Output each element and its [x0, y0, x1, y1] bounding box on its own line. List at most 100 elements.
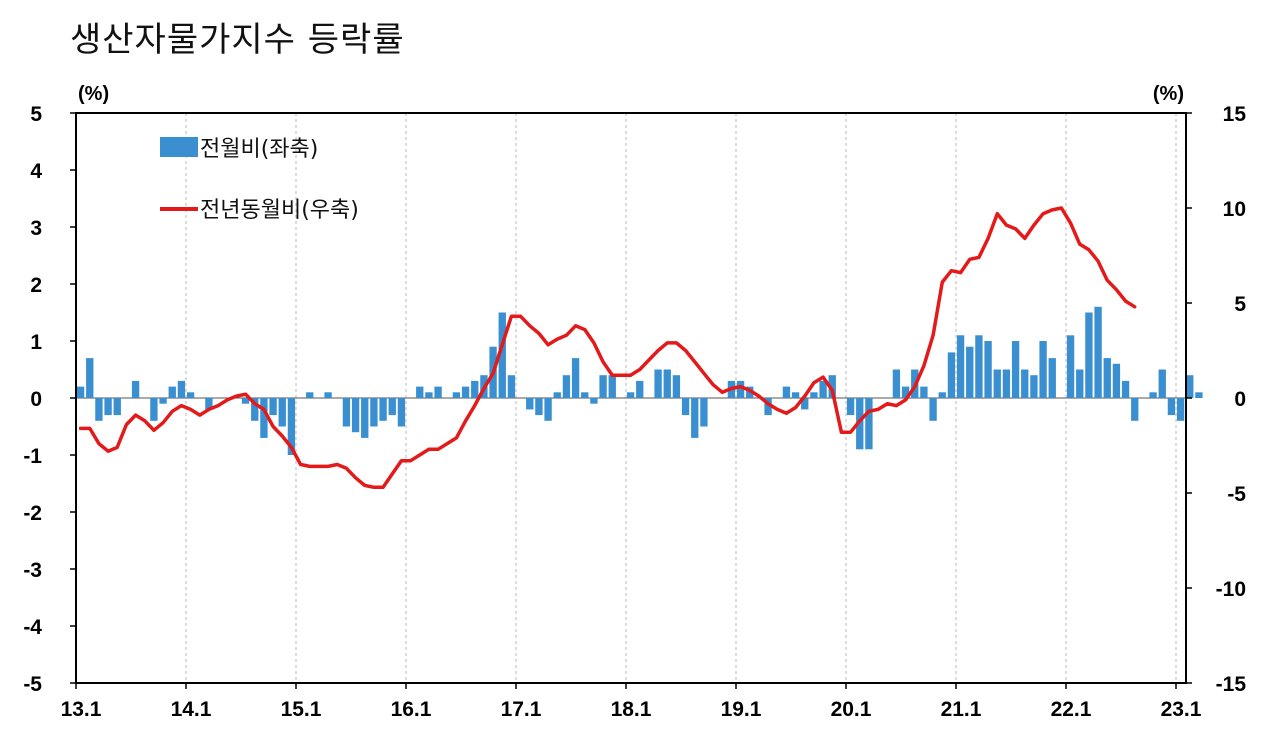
bar-mom [342, 398, 351, 427]
bar-mom [544, 398, 552, 421]
bar-mom [1103, 358, 1111, 398]
bar-mom [287, 398, 296, 455]
bar-mom [553, 392, 561, 398]
bar-mom [993, 369, 1001, 398]
bar-mom [186, 392, 195, 398]
left-y-tick-label: 2 [30, 274, 42, 297]
bar-mom [388, 398, 396, 416]
right-y-tick-label: 0 [1234, 388, 1246, 411]
bar-mom [241, 398, 250, 404]
left-y-tick-label: 4 [30, 160, 42, 183]
bar-mom [471, 380, 479, 398]
x-tick-label: 19.1 [721, 698, 762, 721]
right-y-tick-label: -10 [1216, 578, 1246, 601]
left-y-tick-label: -5 [23, 673, 42, 696]
bar-mom [498, 312, 506, 398]
bar-mom [1167, 398, 1176, 416]
bar-mom [205, 398, 213, 410]
left-y-tick-label: -3 [23, 559, 42, 582]
bar-mom [791, 392, 800, 398]
bar-mom [764, 398, 772, 416]
right-axis-unit: (%) [1153, 83, 1184, 105]
bar-mom [975, 335, 983, 398]
right-y-tick-label: 5 [1234, 293, 1246, 316]
bar-mom [966, 346, 974, 398]
bar-mom [846, 398, 855, 416]
bar-mom [581, 392, 589, 398]
bar-mom [892, 369, 901, 398]
bar-mom [1176, 398, 1185, 421]
x-tick-label: 16.1 [391, 698, 432, 721]
legend-bar-swatch [160, 137, 198, 157]
bar-mom [1048, 358, 1056, 398]
bar-mom [700, 398, 708, 427]
bar-mom [131, 380, 140, 398]
bar-mom [626, 392, 635, 398]
bar-mom [1039, 341, 1047, 398]
bar-mom [1158, 369, 1166, 398]
bar-mom [397, 398, 406, 427]
left-y-tick-label: -4 [23, 616, 42, 639]
bar-mom [177, 380, 186, 398]
bar-mom [324, 392, 332, 398]
right-y-tick-label: -15 [1216, 673, 1247, 696]
bar-mom [938, 392, 946, 398]
bar-mom [865, 398, 873, 450]
legend-label-yoy: 전년동월비(우축) [200, 198, 359, 223]
bar-mom [1011, 341, 1020, 398]
bar-mom [535, 398, 543, 416]
bar-mom [306, 392, 314, 398]
bar-mom [370, 398, 378, 427]
bar-mom [526, 398, 534, 410]
left-y-tick-label: 5 [30, 103, 42, 126]
bar-mom [76, 386, 85, 398]
x-tick-label: 15.1 [281, 698, 322, 721]
bar-mom [104, 398, 112, 416]
bar-mom [1186, 375, 1194, 398]
bar-mom [1002, 369, 1011, 398]
bar-mom [672, 375, 681, 398]
bar-mom [278, 398, 286, 427]
bar-mom [819, 380, 827, 398]
bar-mom [461, 386, 470, 398]
bar-mom [1076, 369, 1084, 398]
right-y-tick-label: -5 [1227, 483, 1246, 506]
x-tick-label: 20.1 [831, 698, 872, 721]
left-y-tick-label: 0 [30, 388, 42, 411]
bar-mom [929, 398, 937, 421]
bar-mom [856, 398, 864, 450]
left-y-tick-label: -1 [23, 445, 42, 468]
bar-mom [251, 398, 259, 421]
bar-mom [1030, 375, 1038, 398]
bar-mom [1021, 369, 1029, 398]
bar-mom [507, 375, 516, 398]
left-axis-unit: (%) [78, 83, 109, 105]
bar-mom [168, 386, 176, 398]
chart-title: 생산자물가지수 등락률 [70, 20, 405, 60]
bar-mom [947, 352, 956, 398]
x-tick-label: 21.1 [941, 698, 982, 721]
bar-mom [810, 392, 818, 398]
x-tick-label: 22.1 [1051, 698, 1092, 721]
bar-mom [636, 380, 644, 398]
bar-mom [361, 398, 369, 438]
x-tick-label: 17.1 [501, 698, 542, 721]
line-series [78, 206, 1137, 490]
bar-mom [571, 358, 580, 398]
bar-mom [654, 369, 662, 398]
bar-mom [113, 398, 121, 416]
left-y-tick-label: -2 [23, 502, 42, 525]
x-tick-label: 13.1 [61, 698, 102, 721]
bar-mom [1112, 363, 1121, 398]
bar-mom [86, 358, 94, 398]
bar-mom [379, 398, 387, 421]
bar-mom [1149, 392, 1157, 398]
bar-mom [269, 398, 277, 416]
bar-mom [681, 398, 690, 416]
bar-mom [95, 398, 103, 421]
bar-mom [425, 392, 433, 398]
bar-mom [801, 398, 809, 410]
bar-mom [351, 398, 360, 433]
bar-mom [956, 335, 965, 398]
